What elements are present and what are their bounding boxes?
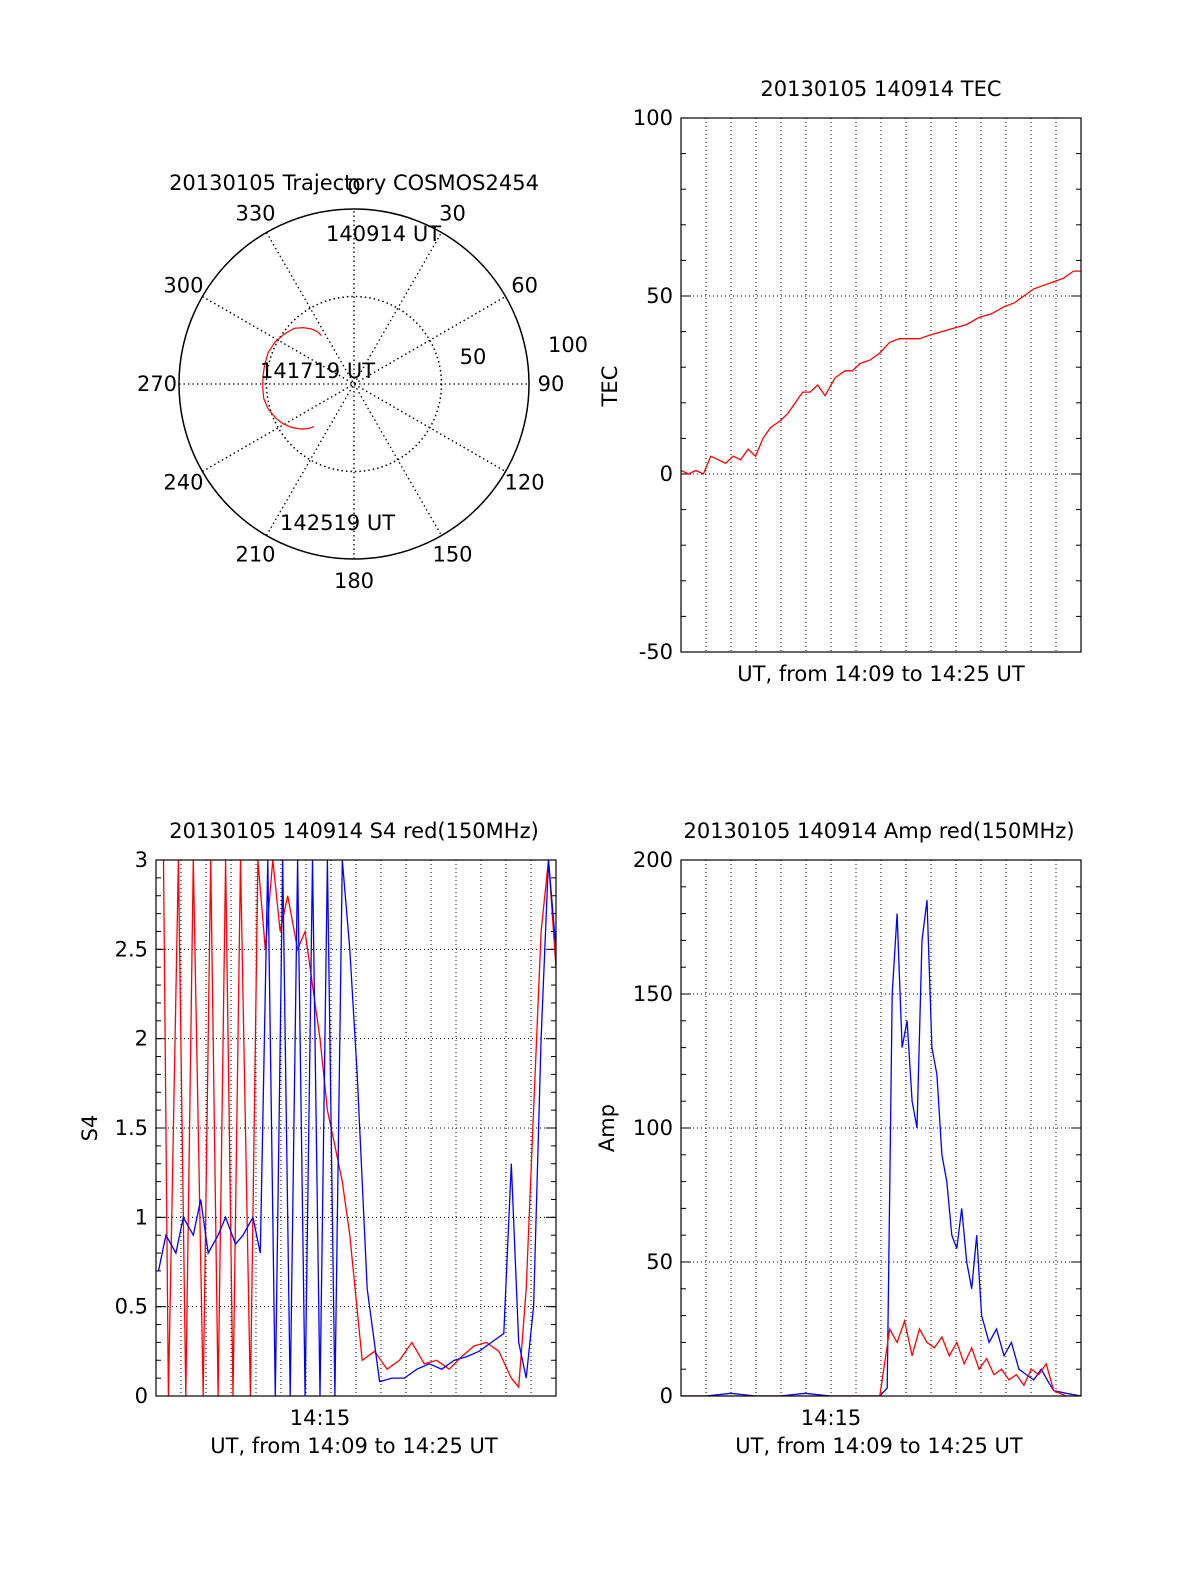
plot-frame <box>680 117 1082 653</box>
plot-frame <box>680 859 1082 1397</box>
polar-angle-label: 150 <box>432 543 472 567</box>
x-tick-label: 14:15 <box>290 1406 351 1430</box>
tec-title: 20130105 140914 TEC <box>760 77 1001 101</box>
y-tick-label: 1.5 <box>115 1116 148 1140</box>
y-tick-label: 50 <box>646 1250 673 1274</box>
s4-xlabel: UT, from 14:09 to 14:25 UT <box>210 1434 498 1458</box>
trajectory-title: 20130105 Trajectory COSMOS2454 <box>169 171 539 195</box>
polar-grid <box>178 208 530 560</box>
s4-plot: 20130105 140914 S4 red(150MHz) UT, from … <box>78 819 557 1458</box>
polar-angle-label: 240 <box>163 471 203 495</box>
y-tick-label: 100 <box>633 106 673 130</box>
amp-title: 20130105 140914 Amp red(150MHz) <box>683 819 1074 843</box>
polar-angle-label: 30 <box>439 201 466 225</box>
trajectory-annotation-start: 140914 UT <box>326 222 441 246</box>
y-tick-label: 100 <box>633 1116 673 1140</box>
y-tick-label: 0 <box>660 462 673 486</box>
y-tick-label: 200 <box>633 848 673 872</box>
y-tick-label: 1 <box>135 1205 148 1229</box>
tec-xlabel: UT, from 14:09 to 14:25 UT <box>737 662 1025 686</box>
polar-angle-label: 90 <box>538 372 565 396</box>
y-tick-label: 0 <box>660 1384 673 1408</box>
polar-angle-label: 210 <box>235 543 275 567</box>
amp-xlabel: UT, from 14:09 to 14:25 UT <box>735 1434 1023 1458</box>
polar-angle-label: 0 <box>347 175 360 199</box>
y-tick-label: -50 <box>639 640 673 664</box>
polar-angle-label: 120 <box>505 471 545 495</box>
tec-series-red <box>681 270 1081 475</box>
s4-ylabel: S4 <box>78 1115 102 1142</box>
trajectory-annotation-end: 142519 UT <box>280 511 395 535</box>
polar-angle-label: 330 <box>235 201 275 225</box>
trajectory-annotation-mid: 141719 UT <box>260 359 375 383</box>
s4-title: 20130105 140914 S4 red(150MHz) <box>169 819 539 843</box>
x-tick-label: 14:15 <box>801 1406 862 1430</box>
polar-angle-label: 180 <box>334 569 374 593</box>
polar-radial-label: 50 <box>460 345 487 369</box>
y-tick-label: 2 <box>135 1027 148 1051</box>
satellite-trajectory-path <box>262 326 322 430</box>
s4-series-blue <box>157 860 556 1396</box>
y-tick-label: 3 <box>135 848 148 872</box>
amp-ylabel: Amp <box>595 1104 619 1152</box>
y-tick-label: 2.5 <box>115 937 148 961</box>
amp-series-blue <box>681 900 1081 1396</box>
polar-angle-label: 270 <box>137 372 177 396</box>
polar-angle-labels: 0 30 60 90 120 150 180 210 240 270 300 330 <box>137 175 564 593</box>
polar-radial-labels: 50 100 <box>460 333 588 369</box>
polar-radial-label: 100 <box>548 333 588 357</box>
polar-angle-label: 300 <box>163 274 203 298</box>
y-tick-label: 0.5 <box>115 1295 148 1319</box>
plot-frame <box>155 859 557 1397</box>
y-tick-label: 50 <box>646 284 673 308</box>
trajectory-polar-plot: 20130105 Trajectory COSMOS2454 0 30 60 90 12… <box>137 171 588 593</box>
tec-plot: 20130105 140914 TEC UT, from 14:09 to 14… <box>598 77 1082 686</box>
y-tick-label: 0 <box>135 1384 148 1408</box>
tec-ylabel: TEC <box>598 366 622 408</box>
amp-plot: 20130105 140914 Amp red(150MHz) UT, from… <box>595 819 1082 1458</box>
y-tick-label: 150 <box>633 982 673 1006</box>
polar-angle-label: 60 <box>511 274 538 298</box>
amp-series-red <box>681 1318 1081 1396</box>
